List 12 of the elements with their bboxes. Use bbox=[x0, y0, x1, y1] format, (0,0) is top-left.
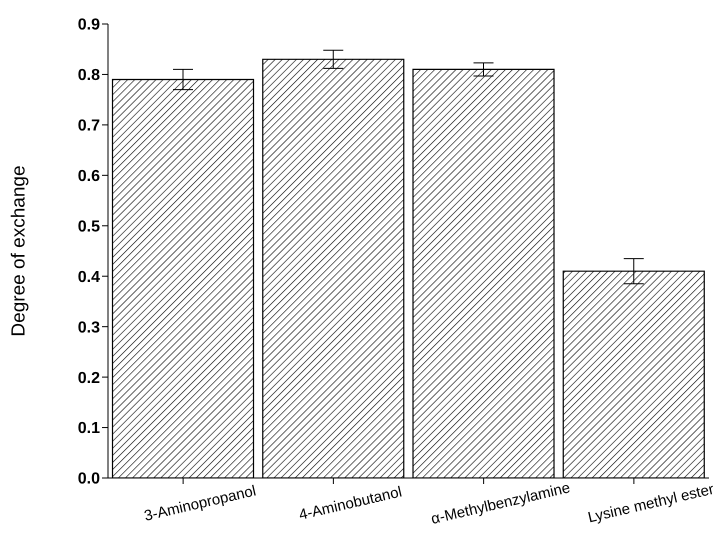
y-tick-label: 0.2 bbox=[78, 370, 100, 387]
y-tick-label: 0.5 bbox=[78, 218, 100, 236]
y-tick-label: 0.3 bbox=[78, 319, 100, 336]
y-tick-label: 0.7 bbox=[78, 118, 100, 135]
y-tick-label: 0.9 bbox=[78, 16, 100, 34]
x-tick-label: Lysine methyl ester bbox=[586, 480, 716, 526]
y-tick-label: 0.6 bbox=[78, 168, 100, 186]
y-tick-label: 0.8 bbox=[78, 67, 100, 84]
y-tick-label: 0.1 bbox=[78, 420, 100, 438]
y-axis-title: Degree of exchange bbox=[8, 165, 30, 337]
y-tick-label: 0.4 bbox=[78, 268, 100, 286]
y-tick-label: 0.0 bbox=[78, 470, 100, 488]
